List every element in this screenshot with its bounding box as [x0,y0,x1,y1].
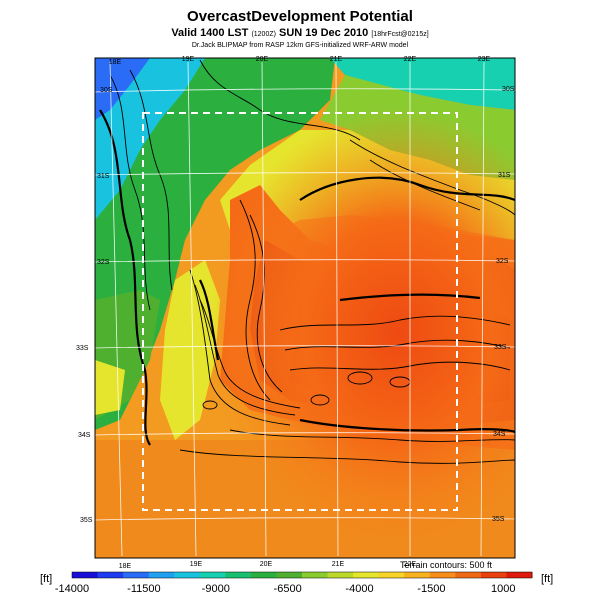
colorbar-segment [455,572,482,578]
colorbar-tick-label: -1500 [417,583,445,595]
lon-label-top: 21E [330,56,343,63]
colorbar-segment [276,572,303,578]
lon-label-bottom: 22E [404,561,417,568]
colorbar-segment [72,572,99,578]
colorbar-segment [480,572,507,578]
forecast-date: SUN 19 Dec 2010 [279,27,369,39]
overcast-field [95,58,515,558]
lat-label-left: 35S [80,517,93,524]
lon-label-top: 18E [109,59,122,66]
colorbar-unit-left: [ft] [40,573,53,585]
colorbar-segment [123,572,150,578]
colorbar [71,571,533,579]
terrain-contour-note: Terrain contours: 500 ft [400,560,493,570]
colorbar-segment [250,572,277,578]
model-credit: Dr.Jack BLIPMAP from RASP 12km GFS-initi… [191,42,409,49]
lat-label-right: 35S [492,516,505,523]
colorbar-unit-right: [ft] [541,573,554,585]
colorbar-tick-labels: -14000 -11500 -9000 -6500 -4000 -1500 1000 [55,583,516,595]
lat-label-right: 31S [498,172,511,179]
colorbar-tick-label: -11500 [127,583,160,595]
colorbar-segment [506,572,533,578]
colorbar-tick-label: -4000 [345,583,373,595]
graticule [94,61,516,557]
lat-label-right: 32S [496,258,509,265]
lat-label-right: 33S [494,344,507,351]
colorbar-tick-label: -14000 [55,583,89,595]
utc-time: (1200Z) [251,31,276,38]
lat-label-left: 34S [78,432,91,439]
valid-time-subtitle: Valid 1400 LST (1200Z) SUN 19 Dec 2010 [… [0,27,600,39]
lon-label-top: 20E [256,56,269,63]
colorbar-segment [302,572,329,578]
lat-label-left: 33S [76,345,89,352]
colorbar-segment [429,572,456,578]
colorbar-segment [148,572,175,578]
colorbar-segment [199,572,226,578]
lon-label-bottom: 20E [260,561,273,568]
lon-label-bottom: 18E [119,563,132,570]
lon-label-top: 23E [478,56,491,63]
inner-domain-box [142,112,458,511]
colorbar-segment [378,572,405,578]
colorbar-tick-label: 1000 [491,583,515,595]
plot-frame [94,57,516,559]
lon-label-bottom: 19E [190,561,203,568]
lon-label-bottom: 21E [332,561,345,568]
lon-label-top: 22E [404,56,417,63]
colorbar-tick-label: -9000 [202,583,230,595]
colorbar-segment [97,572,124,578]
colorbar-tick-label: -6500 [274,583,302,595]
valid-time: Valid 1400 LST [171,27,249,39]
thick-contours [99,109,515,446]
lat-label-right: 30S [502,86,515,93]
colorbar-segment [353,572,380,578]
lat-label-left: 30S [100,87,113,94]
forecast-info: [18hrFcst@0215z] [371,31,429,38]
colorbar-segment [404,572,431,578]
lon-label-top: 19E [182,56,195,63]
colorbar-segment [225,572,252,578]
page-title: OvercastDevelopment Potential [187,8,413,25]
colorbar-segment [327,572,354,578]
lat-label-left: 31S [97,173,110,180]
colorbar-frame [71,571,533,579]
colorbar-segment [174,572,201,578]
lat-label-right: 34S [493,431,506,438]
lat-label-left: 32S [97,259,110,266]
